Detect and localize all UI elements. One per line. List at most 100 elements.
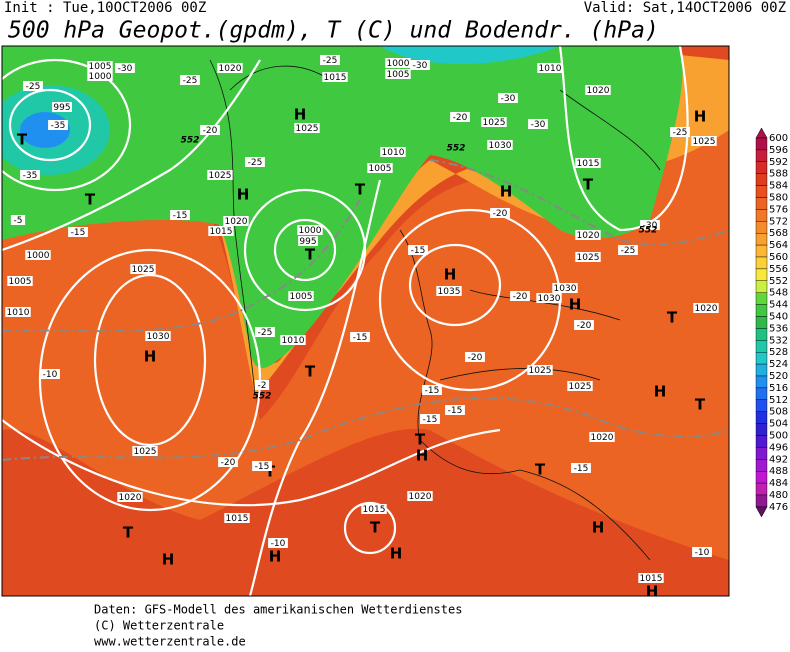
isobar-label-box [223,216,249,226]
isobar-label-box [537,63,563,73]
isobar-label-box [527,365,553,375]
isobar-label: 1020 [219,64,242,74]
colorbar-cell [755,459,768,472]
colorbar-cell [755,268,768,281]
temperature-label-box [20,170,40,180]
temperature-label-box [640,220,660,230]
isobar-label-box [361,504,387,514]
temperature-label-box [410,60,430,70]
temperature-label: -25 [183,76,198,86]
isobar-label: 1020 [225,217,248,227]
temperature-label: -10 [43,370,58,380]
temperature-label: -25 [26,82,41,92]
isobar-label: 1005 [9,277,32,287]
colorbar-tick-label: 596 [769,145,788,156]
isobar-label-box [280,335,306,345]
colorbar-cell [755,185,768,198]
colorbar-cell [755,471,768,484]
colorbar-tick-label: 536 [769,323,788,334]
isobar-label: 1020 [119,493,142,503]
isobar-label: 1005 [89,62,112,72]
colorbar-tick-label: 568 [769,228,788,239]
temperature-label-box [408,245,428,255]
colorbar-tick-label: 572 [769,216,788,227]
colorbar-tick-label: 548 [769,288,788,299]
colorbar-cell [755,304,768,317]
isobar-label: 1020 [577,231,600,241]
isobar-label: 1010 [382,148,405,158]
pressure-center: H [592,519,605,537]
temperature-label: -2 [258,381,267,391]
colorbar-cell [755,244,768,258]
isobar-label-box [5,307,31,317]
temperature-label: -10 [695,548,710,558]
temperature-label: -20 [493,209,508,219]
isobar-label-box [294,123,320,133]
pressure-center: H [144,348,157,366]
isobar-label-box [87,71,113,81]
colorbar-cell [755,352,768,365]
pressure-center: H [237,186,250,204]
height-contours [2,159,729,461]
height-label: 552 [253,392,272,402]
colorbar-tick-label: 492 [769,454,788,465]
pressure-center: H [500,183,513,201]
colorbar-cell [755,161,768,174]
temperature-label: -15 [255,462,270,472]
isobar-label-box [208,226,234,236]
colorbar-cell [755,209,768,222]
temperature-label: -30 [118,64,133,74]
temperature-label: -15 [411,246,426,256]
isobar-label: 1020 [695,304,718,314]
isobar-label: 1030 [554,284,577,294]
colorbar-tick-label: 488 [769,466,788,477]
isobar-label-box [575,252,601,262]
isobar-label: 995 [299,237,316,247]
temperature-label-box [450,112,470,122]
colorbar-tick-label: 564 [769,240,788,251]
colorbar-cap [755,506,768,518]
isobar-label: 1015 [226,514,249,524]
colorbar-cell [755,173,768,186]
temperature-label: -20 [513,292,528,302]
pressure-center: T [123,524,134,542]
temperature-label-box [618,245,638,255]
isobar-label-box [87,61,113,71]
isobar-label-box [217,63,243,73]
isobar-label: 1000 [387,59,410,69]
pressure-center: H [646,583,659,601]
pressure-center: H [416,447,429,465]
temperature-label-box [528,119,548,129]
temperature-label-box [68,227,88,237]
colorbar-tick-label: 540 [769,312,788,323]
colorbar-tick-label: 524 [769,359,788,370]
height-label: 552 [447,144,466,154]
pressure-center: H [569,296,582,314]
temperature-label-box [350,332,370,342]
temperature-label: -20 [468,353,483,363]
colorbar-tick-label: 496 [769,442,788,453]
colorbar-tick-label: 532 [769,335,788,346]
temperature-label-box [268,538,288,548]
temperature-label-box [23,81,43,91]
isobar-label-box [367,163,393,173]
isobar-label-box [7,276,33,286]
isobar-label: 1020 [409,492,432,502]
map-frame [1,45,730,597]
colorbar-cell [755,423,768,436]
colorbar-tick-label: 580 [769,193,788,204]
isobar-label: 1025 [296,124,319,134]
isobar-label-box [130,264,156,274]
temperature-label: -20 [453,113,468,123]
temperature-label: -15 [71,228,86,238]
isobar-label-box [536,293,562,303]
temperature-label-box [445,405,465,415]
pressure-center: H [444,266,457,284]
temperature-label: -20 [203,126,218,136]
isobar-label: 1025 [209,171,232,181]
pressure-center: H [294,106,307,124]
map-title: 500 hPa Geopot.(gpdm), T (C) und Bodendr… [8,18,659,44]
temperature-label-box [200,125,220,135]
isobar-label: 1030 [538,294,561,304]
